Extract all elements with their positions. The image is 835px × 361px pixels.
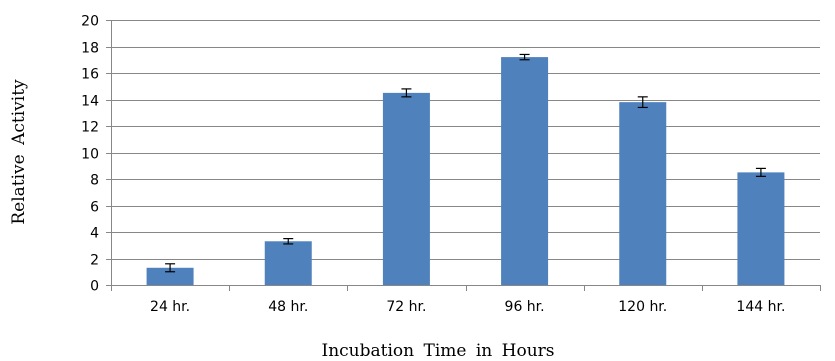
y-tick-label: 14: [81, 94, 99, 110]
error-bars: [165, 53, 766, 273]
x-tick-label: 144 hr.: [736, 299, 785, 315]
y-axis-title: Relative Activity: [9, 79, 29, 225]
axes: [106, 20, 821, 291]
x-tick-label: 96 hr.: [505, 299, 545, 315]
bar: [619, 102, 667, 286]
y-tick-label: 10: [81, 147, 99, 163]
y-tick-label: 2: [90, 253, 99, 269]
bar: [146, 267, 194, 285]
bar: [264, 241, 312, 285]
y-tick-label: 20: [81, 14, 99, 30]
x-tick-labels: 24 hr. 48 hr. 72 hr. 96 hr. 120 hr. 144 hr.: [150, 299, 785, 315]
y-tick-label: 18: [81, 41, 99, 57]
x-tick-label: 72 hr.: [386, 299, 426, 315]
x-axis-title: Incubation Time in Hours: [321, 341, 554, 361]
x-tick-label: 120 hr.: [618, 299, 667, 315]
x-tick-label: 48 hr.: [268, 299, 308, 315]
y-tick-label: 4: [90, 226, 99, 242]
y-tick-label: 12: [81, 120, 99, 136]
y-tick-label: 0: [90, 279, 99, 295]
y-tick-label: 16: [81, 67, 99, 83]
gridlines: [111, 20, 820, 260]
y-tick-label: 8: [90, 173, 99, 189]
y-tick-label: 6: [90, 200, 99, 216]
y-tick-labels: 0 2 4 6 8 10 12 14 16 18 20: [81, 14, 99, 295]
bars: [146, 57, 785, 286]
bar: [501, 57, 549, 285]
bar: [737, 172, 785, 285]
bar: [382, 92, 430, 285]
x-tick-label: 24 hr.: [150, 299, 190, 315]
